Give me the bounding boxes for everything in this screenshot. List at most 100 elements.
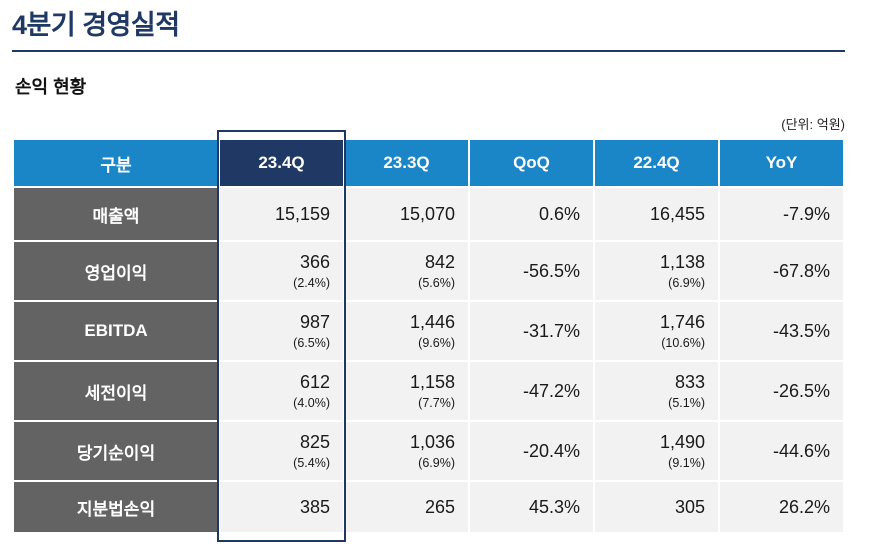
- cell-value: 385: [299, 496, 330, 517]
- data-cell: -56.5%: [470, 242, 593, 301]
- row-label-operating-profit: 영업이익: [14, 242, 218, 301]
- cell-value: 1,446: [409, 312, 455, 333]
- section-title: 손익 현황: [15, 77, 87, 98]
- data-cell: -7.9%: [720, 188, 843, 241]
- cell-value: 366: [299, 252, 330, 273]
- row-label-net-income: 당기순이익: [14, 422, 218, 481]
- unit-label: (단위: 억원): [781, 117, 845, 133]
- row-label-equity-method-income: 지분법손익: [14, 482, 218, 533]
- cell-subvalue: (4.0%): [293, 396, 330, 411]
- cell-value: 612: [299, 372, 330, 393]
- cell-value: 16,455: [649, 203, 705, 224]
- cell-value: -20.4%: [522, 440, 580, 461]
- row-label-text: 당기순이익: [76, 443, 156, 463]
- data-cell: 1,158 (7.7%): [345, 362, 468, 421]
- data-cell: 1,746 (10.6%): [595, 302, 718, 361]
- row-label-text: EBITDA: [84, 321, 148, 341]
- cell-subvalue: (9.1%): [668, 456, 705, 471]
- cell-value: 26.2%: [778, 496, 830, 517]
- page-title: 4분기 경영실적: [12, 10, 180, 40]
- cell-subvalue: (6.9%): [418, 456, 455, 471]
- header-cell-23-4q: 23.4Q: [220, 140, 343, 187]
- results-grid: 구분 23.4Q 23.3Q QoQ 22.4Q YoY 매출액 15,159 …: [14, 140, 843, 533]
- cell-value: 1,746: [659, 312, 705, 333]
- cell-value: 987: [299, 312, 330, 333]
- cell-subvalue: (5.6%): [418, 276, 455, 291]
- cell-value: 45.3%: [528, 496, 580, 517]
- cell-value: 1,490: [659, 432, 705, 453]
- data-cell: 1,138 (6.9%): [595, 242, 718, 301]
- data-cell: -31.7%: [470, 302, 593, 361]
- data-cell: 15,159: [220, 188, 343, 241]
- data-cell: 366 (2.4%): [220, 242, 343, 301]
- row-label-text: 영업이익: [84, 263, 148, 283]
- data-cell: 26.2%: [720, 482, 843, 533]
- title-divider: [12, 50, 845, 53]
- data-cell: 825 (5.4%): [220, 422, 343, 481]
- row-label-text: 지분법손익: [76, 499, 156, 519]
- cell-value: -43.5%: [772, 320, 830, 341]
- header-label: YoY: [765, 153, 798, 173]
- header-label: 23.3Q: [383, 153, 430, 173]
- cell-value: -31.7%: [522, 320, 580, 341]
- data-cell: -44.6%: [720, 422, 843, 481]
- header-label: QoQ: [513, 153, 550, 173]
- slide-page: 4분기 경영실적 손익 현황 (단위: 억원) 구분 23.4Q 23.3Q Q…: [12, 10, 845, 543]
- cell-subvalue: (5.1%): [668, 396, 705, 411]
- data-cell: 1,036 (6.9%): [345, 422, 468, 481]
- header-label: 구분: [100, 155, 132, 175]
- cell-value: 1,036: [409, 432, 455, 453]
- cell-value: 825: [299, 432, 330, 453]
- cell-value: -26.5%: [772, 380, 830, 401]
- data-cell: 305: [595, 482, 718, 533]
- data-cell: 1,490 (9.1%): [595, 422, 718, 481]
- cell-value: 15,159: [274, 203, 330, 224]
- cell-subvalue: (9.6%): [418, 336, 455, 351]
- header-cell-qoq: QoQ: [470, 140, 593, 187]
- cell-value: 305: [674, 496, 705, 517]
- header-label: 22.4Q: [633, 153, 680, 173]
- cell-subvalue: (6.9%): [668, 276, 705, 291]
- data-cell: 1,446 (9.6%): [345, 302, 468, 361]
- row-label-ebitda: EBITDA: [14, 302, 218, 361]
- data-cell: 842 (5.6%): [345, 242, 468, 301]
- cell-value: -47.2%: [522, 380, 580, 401]
- cell-subvalue: (10.6%): [661, 336, 705, 351]
- data-cell: 15,070: [345, 188, 468, 241]
- row-label-revenue: 매출액: [14, 188, 218, 241]
- data-cell: 612 (4.0%): [220, 362, 343, 421]
- cell-value: 265: [424, 496, 455, 517]
- data-cell: -67.8%: [720, 242, 843, 301]
- cell-value: 833: [674, 372, 705, 393]
- header-cell-category: 구분: [14, 140, 218, 187]
- cell-value: -7.9%: [782, 203, 830, 224]
- row-label-text: 세전이익: [84, 383, 148, 403]
- header-cell-yoy: YoY: [720, 140, 843, 187]
- data-cell: 833 (5.1%): [595, 362, 718, 421]
- cell-subvalue: (6.5%): [293, 336, 330, 351]
- header-label: 23.4Q: [258, 153, 305, 173]
- cell-value: 15,070: [399, 203, 455, 224]
- data-cell: 16,455: [595, 188, 718, 241]
- data-cell: 0.6%: [470, 188, 593, 241]
- cell-value: 842: [424, 252, 455, 273]
- data-cell: -47.2%: [470, 362, 593, 421]
- data-cell: -26.5%: [720, 362, 843, 421]
- header-cell-22-4q: 22.4Q: [595, 140, 718, 187]
- data-cell: -20.4%: [470, 422, 593, 481]
- cell-subvalue: (2.4%): [293, 276, 330, 291]
- cell-subvalue: (5.4%): [293, 456, 330, 471]
- header-cell-23-3q: 23.3Q: [345, 140, 468, 187]
- row-label-text: 매출액: [92, 206, 140, 226]
- cell-value: 1,138: [659, 252, 705, 273]
- results-table: 구분 23.4Q 23.3Q QoQ 22.4Q YoY 매출액 15,159 …: [14, 130, 843, 543]
- row-label-pretax-income: 세전이익: [14, 362, 218, 421]
- cell-value: -67.8%: [772, 260, 830, 281]
- cell-value: 1,158: [409, 372, 455, 393]
- data-cell: 45.3%: [470, 482, 593, 533]
- cell-value: -56.5%: [522, 260, 580, 281]
- data-cell: 385: [220, 482, 343, 533]
- cell-value: 0.6%: [538, 203, 580, 224]
- data-cell: 987 (6.5%): [220, 302, 343, 361]
- cell-subvalue: (7.7%): [418, 396, 455, 411]
